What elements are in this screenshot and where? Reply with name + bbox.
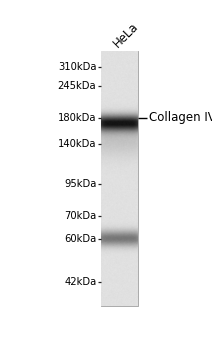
Text: 60kDa: 60kDa bbox=[64, 234, 96, 244]
Text: 42kDa: 42kDa bbox=[64, 278, 96, 287]
Text: 70kDa: 70kDa bbox=[64, 211, 96, 221]
Text: HeLa: HeLa bbox=[110, 20, 141, 50]
Text: 180kDa: 180kDa bbox=[58, 113, 96, 123]
Text: 140kDa: 140kDa bbox=[58, 139, 96, 149]
Text: 310kDa: 310kDa bbox=[58, 62, 96, 72]
Text: 95kDa: 95kDa bbox=[64, 179, 96, 189]
Text: 245kDa: 245kDa bbox=[58, 80, 96, 91]
Bar bbox=[101, 51, 138, 56]
Bar bbox=[101, 51, 138, 306]
Text: Collagen IV: Collagen IV bbox=[149, 112, 212, 125]
